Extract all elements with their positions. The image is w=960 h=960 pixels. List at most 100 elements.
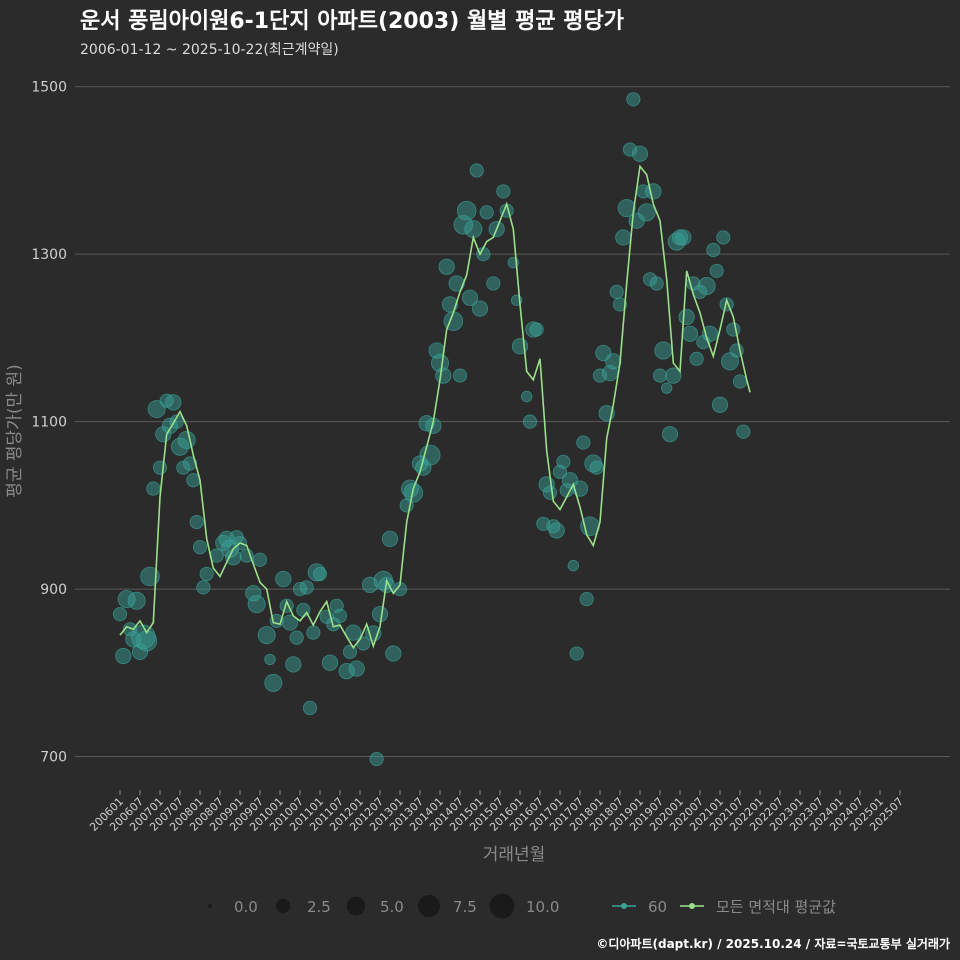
chart-title: 운서 풍림아이원6-1단지 아파트(2003) 월별 평균 평당가 — [80, 9, 624, 34]
data-point — [312, 566, 328, 582]
average-line-series — [119, 164, 751, 650]
data-point — [665, 367, 682, 384]
data-point — [381, 530, 399, 547]
data-point — [177, 431, 196, 450]
data-point — [697, 276, 716, 295]
data-point — [626, 92, 641, 107]
data-point — [220, 539, 239, 558]
data-point — [345, 624, 362, 641]
data-point — [127, 591, 146, 610]
data-point — [645, 183, 662, 200]
x-axis: 2006012006072007012007072008012008072009… — [87, 790, 906, 834]
data-point — [438, 258, 455, 275]
data-point — [430, 354, 449, 373]
data-point — [496, 184, 511, 199]
data-point — [275, 570, 292, 588]
data-point — [576, 435, 591, 450]
data-point — [332, 608, 348, 623]
data-point — [569, 646, 584, 661]
y-axis: 700 900 1100 1300 1500 — [31, 80, 67, 766]
data-point — [199, 566, 214, 582]
data-point — [306, 625, 321, 640]
legend-size-label: 0.0 — [234, 898, 258, 916]
data-point — [689, 351, 704, 366]
data-point — [716, 230, 731, 245]
legend-series-label: 모든 면적대 평균값 — [716, 898, 836, 916]
legend-series-dot — [689, 903, 695, 909]
legend-size-swatch — [275, 898, 291, 914]
data-point — [612, 297, 628, 312]
data-point — [136, 630, 158, 652]
data-point — [681, 325, 699, 342]
data-point — [592, 368, 608, 383]
data-point — [706, 242, 721, 258]
data-point — [257, 626, 276, 645]
data-point — [609, 284, 624, 299]
data-point — [152, 460, 168, 475]
legend-size-swatch — [346, 896, 366, 916]
data-point — [486, 276, 501, 291]
data-point — [631, 145, 649, 162]
data-point — [192, 540, 208, 555]
data-point — [252, 552, 268, 567]
data-point — [642, 272, 658, 287]
data-point — [661, 426, 679, 443]
x-axis-label: 거래년월 — [483, 845, 546, 865]
data-point — [112, 607, 128, 622]
data-point — [131, 643, 149, 660]
data-point — [264, 673, 283, 692]
data-point — [556, 454, 571, 469]
data-point — [159, 393, 174, 408]
data-point — [281, 614, 299, 631]
legend-size-label: 5.0 — [380, 898, 404, 916]
grid-layer — [75, 86, 950, 758]
data-point — [711, 396, 729, 413]
data-point — [365, 625, 382, 642]
y-tick-label: 1500 — [31, 80, 67, 96]
legend-size-label: 10.0 — [526, 898, 559, 916]
data-point — [675, 229, 692, 246]
data-point — [671, 229, 689, 246]
y-tick-label: 700 — [40, 750, 67, 766]
data-point — [520, 390, 533, 403]
legend-size-label: 7.5 — [453, 898, 477, 916]
data-point — [225, 549, 242, 566]
data-point — [709, 263, 724, 278]
data-point — [525, 321, 542, 338]
data-point — [369, 751, 384, 767]
data-point — [299, 580, 314, 595]
y-axis-label: 평균 평당가(만 원) — [5, 364, 25, 498]
data-point — [182, 456, 198, 471]
data-point — [652, 368, 668, 383]
data-point — [456, 200, 477, 221]
data-point — [464, 220, 483, 239]
data-point — [605, 353, 622, 370]
y-tick-label: 1300 — [31, 247, 67, 263]
data-point — [239, 548, 254, 563]
data-point — [548, 522, 565, 539]
data-point — [469, 163, 484, 178]
legend-size-swatch — [208, 904, 212, 908]
data-point — [307, 563, 326, 582]
data-point — [726, 322, 741, 337]
data-point — [285, 656, 302, 673]
data-point — [155, 426, 172, 443]
data-point — [146, 481, 161, 496]
data-point — [140, 566, 160, 587]
data-point — [165, 394, 182, 411]
data-point — [660, 382, 673, 394]
data-point — [247, 595, 266, 614]
data-point — [461, 289, 479, 306]
data-point — [196, 580, 211, 595]
data-point — [567, 559, 580, 572]
data-point — [264, 653, 276, 666]
data-point — [385, 645, 402, 662]
data-point — [338, 663, 355, 680]
data-point — [522, 414, 538, 429]
data-point — [479, 205, 494, 220]
data-point — [115, 647, 132, 665]
data-point — [579, 592, 594, 607]
data-point — [176, 460, 191, 475]
data-point — [289, 630, 304, 645]
